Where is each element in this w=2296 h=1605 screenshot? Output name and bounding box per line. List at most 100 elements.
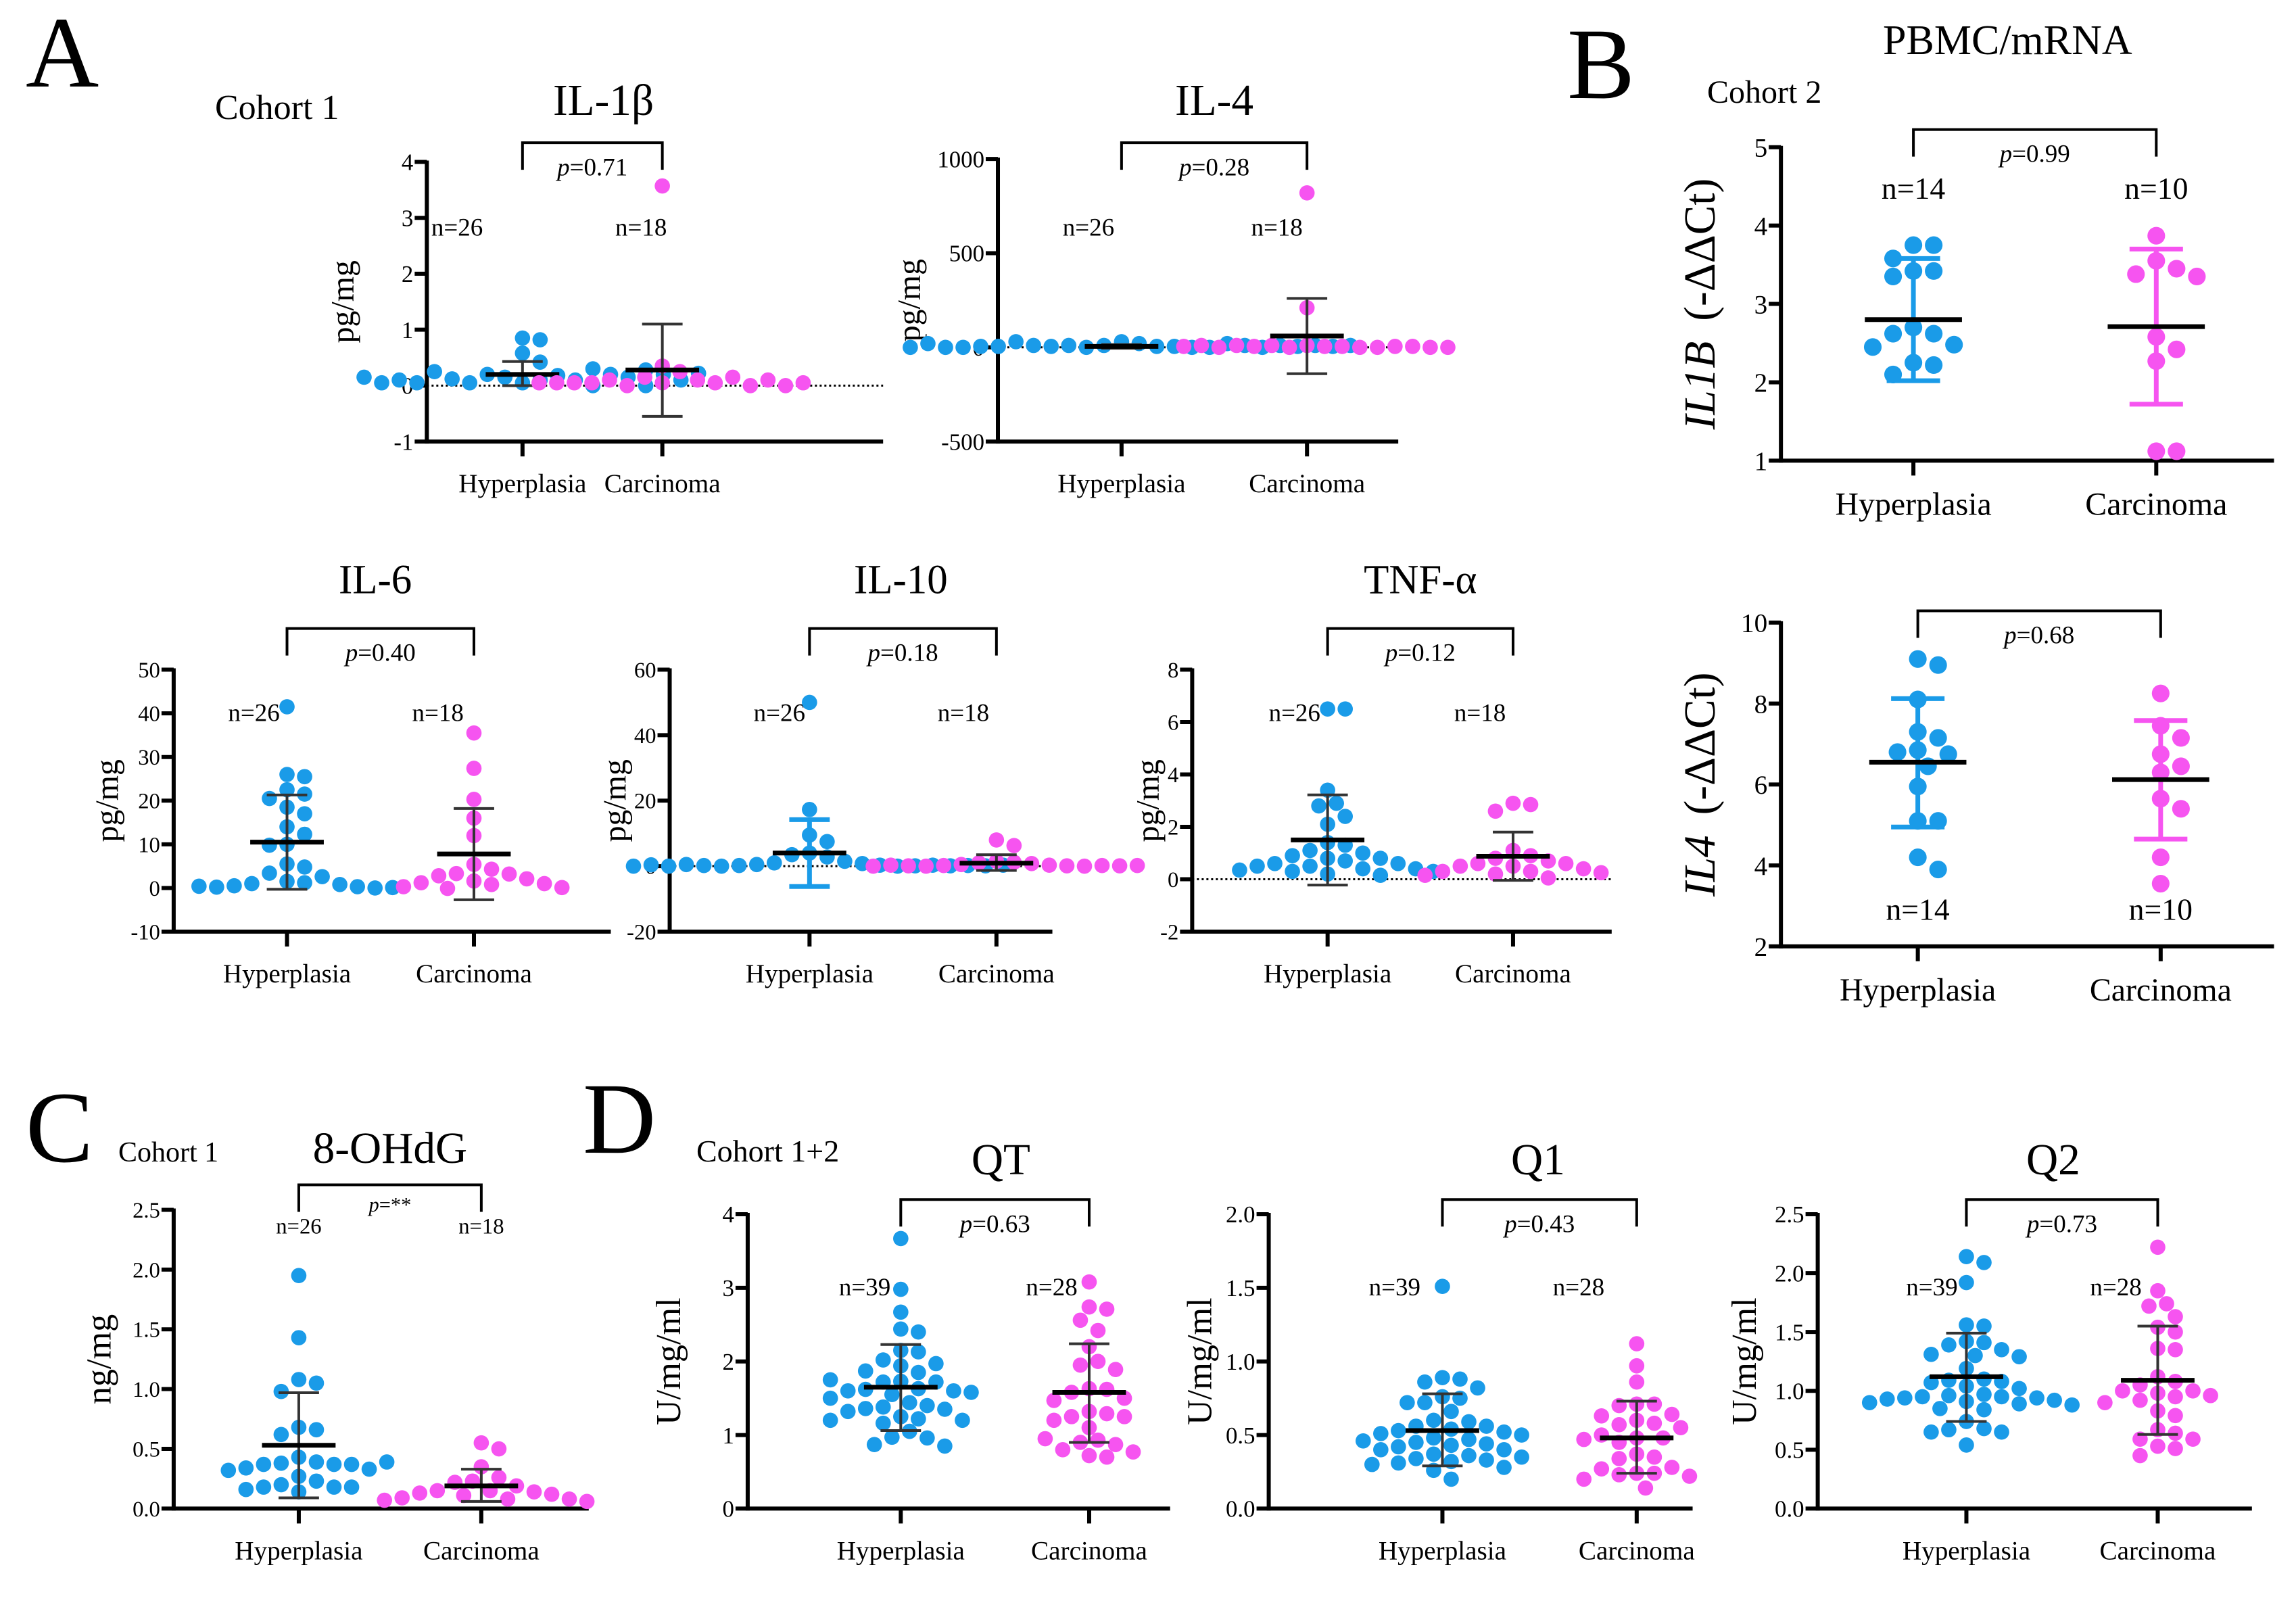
data-point bbox=[2011, 1396, 2027, 1412]
data-point bbox=[713, 858, 730, 874]
data-point bbox=[1646, 1396, 1663, 1412]
data-point bbox=[840, 1383, 856, 1399]
y-tick-label: 3 bbox=[722, 1275, 734, 1301]
data-point bbox=[431, 868, 447, 884]
data-point bbox=[1417, 1395, 1433, 1411]
data-point bbox=[2168, 1341, 2183, 1358]
data-point bbox=[466, 792, 482, 807]
data-point bbox=[937, 1402, 953, 1417]
p-value: =0.12 bbox=[1397, 640, 1456, 667]
panel-label-c: C bbox=[26, 1072, 93, 1184]
cohort-label-b: Cohort 2 bbox=[1707, 74, 1821, 110]
data-point bbox=[1941, 1337, 1957, 1353]
data-point bbox=[2147, 226, 2166, 245]
n-label: n=14 bbox=[1882, 171, 1945, 206]
data-point bbox=[1267, 855, 1283, 871]
data-point bbox=[973, 339, 988, 354]
y-tick-label: -20 bbox=[627, 920, 656, 944]
data-point bbox=[1090, 1432, 1106, 1448]
data-point bbox=[1334, 339, 1350, 354]
p-symbol: p bbox=[1502, 1210, 1517, 1238]
y-tick-label: 4 bbox=[722, 1201, 734, 1228]
y-tick-label: 40 bbox=[634, 724, 656, 748]
data-point bbox=[1435, 1370, 1450, 1385]
data-point bbox=[220, 1462, 237, 1479]
data-point bbox=[1426, 1430, 1441, 1446]
y-tick-label: 3 bbox=[1754, 290, 1768, 319]
data-point bbox=[1337, 809, 1354, 824]
data-point bbox=[1352, 339, 1368, 356]
y-axis-label: pg/mg bbox=[597, 759, 633, 842]
data-point bbox=[1302, 858, 1318, 874]
p-symbol: p bbox=[866, 640, 881, 667]
data-point bbox=[1959, 1317, 1974, 1333]
data-point bbox=[1006, 838, 1022, 853]
data-point bbox=[2185, 1383, 2201, 1399]
data-point bbox=[429, 1483, 446, 1499]
data-point bbox=[1929, 861, 1947, 879]
data-point bbox=[1443, 1437, 1459, 1454]
data-point bbox=[1861, 1395, 1878, 1411]
data-point bbox=[491, 1470, 507, 1485]
data-point bbox=[1372, 851, 1389, 866]
series-carcinoma bbox=[1176, 185, 1456, 375]
data-point bbox=[1594, 1461, 1610, 1477]
data-point bbox=[2168, 340, 2186, 358]
y-axis-label: pg/mg bbox=[325, 260, 360, 343]
y-tick-label: 0.5 bbox=[1226, 1422, 1255, 1449]
data-point bbox=[584, 375, 600, 391]
data-point bbox=[473, 1435, 489, 1451]
y-tick-label: 3 bbox=[402, 205, 413, 231]
data-point bbox=[1959, 1249, 1974, 1265]
data-point bbox=[361, 1461, 377, 1477]
data-point bbox=[1976, 1420, 1992, 1437]
data-point bbox=[1311, 798, 1326, 814]
data-point bbox=[822, 1372, 838, 1388]
p-symbol: p bbox=[1998, 141, 2013, 168]
data-point bbox=[911, 1344, 926, 1360]
series-carcinoma bbox=[2097, 1239, 2218, 1464]
chart-title: IL-4 bbox=[1175, 76, 1253, 125]
data-point bbox=[1967, 1347, 1983, 1364]
y-tick-label: 0 bbox=[1168, 868, 1178, 892]
data-point bbox=[2159, 1296, 2174, 1312]
data-point bbox=[1059, 858, 1075, 874]
data-point bbox=[1479, 1436, 1494, 1452]
x-tick-label: Hyperplasia bbox=[1264, 959, 1391, 988]
y-tick-label: 0 bbox=[722, 1496, 734, 1523]
data-point bbox=[483, 876, 500, 892]
data-point bbox=[2168, 1309, 2183, 1324]
y-tick-label: 10 bbox=[1741, 609, 1767, 638]
data-point bbox=[866, 1437, 882, 1453]
data-point bbox=[1373, 1442, 1389, 1458]
data-point bbox=[1387, 339, 1403, 354]
data-point bbox=[501, 866, 517, 882]
data-point bbox=[1646, 1415, 1663, 1431]
data-point bbox=[1072, 1357, 1089, 1373]
data-point bbox=[1129, 857, 1145, 873]
data-point bbox=[946, 1383, 961, 1399]
y-axis-label: U/mg/ml bbox=[1180, 1297, 1220, 1425]
n-label: n=26 bbox=[228, 700, 279, 727]
data-point bbox=[238, 1481, 254, 1498]
p-value: =0.73 bbox=[2039, 1210, 2097, 1238]
data-point bbox=[654, 178, 670, 194]
data-point bbox=[637, 369, 652, 385]
data-point bbox=[1976, 1318, 1992, 1334]
data-point bbox=[473, 1459, 489, 1475]
panel-label-b: B bbox=[1567, 8, 1635, 120]
data-point bbox=[2172, 729, 2190, 747]
data-point bbox=[497, 369, 513, 385]
data-point bbox=[279, 767, 295, 782]
data-point bbox=[1514, 1449, 1529, 1465]
data-point bbox=[902, 1395, 917, 1411]
data-point bbox=[822, 1390, 838, 1406]
data-point bbox=[2151, 874, 2170, 893]
data-point bbox=[1320, 701, 1335, 717]
cohort-label-a: Cohort 1 bbox=[215, 89, 339, 127]
significance-bracket bbox=[1965, 1198, 2159, 1227]
data-point bbox=[1575, 861, 1592, 877]
data-point bbox=[822, 1412, 838, 1429]
data-point bbox=[1923, 1346, 1939, 1362]
data-point bbox=[561, 1491, 577, 1507]
